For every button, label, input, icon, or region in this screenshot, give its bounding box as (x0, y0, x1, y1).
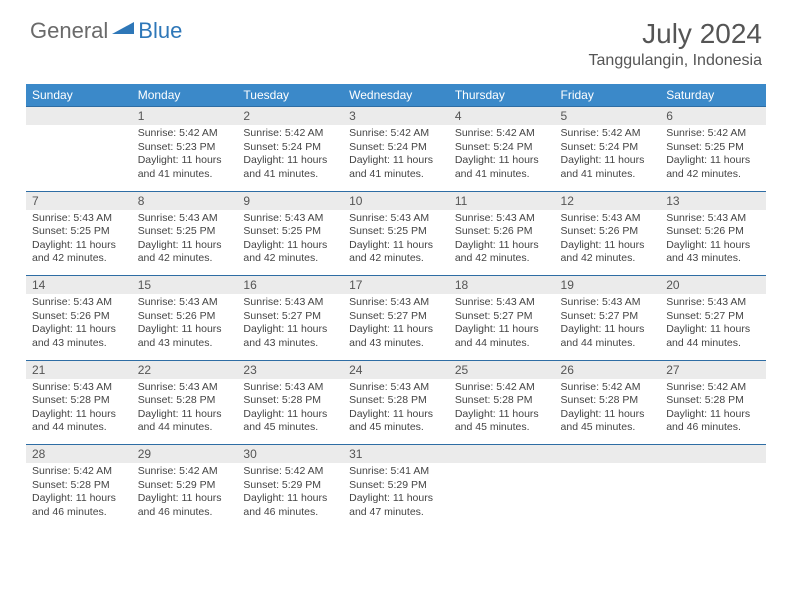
day-cell: Sunrise: 5:43 AMSunset: 5:27 PMDaylight:… (449, 294, 555, 360)
day-number: 27 (660, 360, 766, 379)
header: General Blue July 2024 Tanggulangin, Ind… (0, 0, 792, 78)
day-number: 8 (132, 191, 238, 210)
weekday-header-row: Sunday Monday Tuesday Wednesday Thursday… (26, 84, 766, 107)
day-number: 4 (449, 107, 555, 126)
day-cell: Sunrise: 5:42 AMSunset: 5:29 PMDaylight:… (132, 463, 238, 529)
day-number: 10 (343, 191, 449, 210)
weekday-header: Friday (555, 84, 661, 107)
day-number: 5 (555, 107, 661, 126)
day-number: 16 (237, 276, 343, 295)
day-cell: Sunrise: 5:42 AMSunset: 5:28 PMDaylight:… (449, 379, 555, 445)
day-number: 23 (237, 360, 343, 379)
logo-triangle-icon (112, 20, 134, 43)
day-number: 22 (132, 360, 238, 379)
day-cell (449, 463, 555, 529)
day-cell: Sunrise: 5:43 AMSunset: 5:28 PMDaylight:… (132, 379, 238, 445)
day-cell (26, 125, 132, 191)
day-number: 18 (449, 276, 555, 295)
day-number: 7 (26, 191, 132, 210)
weekday-header: Sunday (26, 84, 132, 107)
day-number-row: 28293031 (26, 445, 766, 464)
day-number: 25 (449, 360, 555, 379)
day-number: 11 (449, 191, 555, 210)
day-cell: Sunrise: 5:42 AMSunset: 5:28 PMDaylight:… (26, 463, 132, 529)
day-number-row: 123456 (26, 107, 766, 126)
day-number: 28 (26, 445, 132, 464)
day-cell: Sunrise: 5:42 AMSunset: 5:28 PMDaylight:… (660, 379, 766, 445)
day-cell: Sunrise: 5:43 AMSunset: 5:27 PMDaylight:… (555, 294, 661, 360)
day-number: 29 (132, 445, 238, 464)
day-number: 6 (660, 107, 766, 126)
day-number-row: 21222324252627 (26, 360, 766, 379)
day-cell: Sunrise: 5:43 AMSunset: 5:27 PMDaylight:… (237, 294, 343, 360)
day-number (26, 107, 132, 126)
day-number (449, 445, 555, 464)
day-cell: Sunrise: 5:43 AMSunset: 5:25 PMDaylight:… (237, 210, 343, 276)
day-cell (555, 463, 661, 529)
calendar-table: Sunday Monday Tuesday Wednesday Thursday… (26, 84, 766, 529)
day-number: 30 (237, 445, 343, 464)
day-cell: Sunrise: 5:43 AMSunset: 5:25 PMDaylight:… (343, 210, 449, 276)
day-number: 26 (555, 360, 661, 379)
day-cell: Sunrise: 5:43 AMSunset: 5:26 PMDaylight:… (449, 210, 555, 276)
logo-text-general: General (30, 18, 108, 44)
weekday-header: Tuesday (237, 84, 343, 107)
weekday-header: Monday (132, 84, 238, 107)
day-cell: Sunrise: 5:42 AMSunset: 5:28 PMDaylight:… (555, 379, 661, 445)
day-number: 20 (660, 276, 766, 295)
page-title: July 2024 (589, 18, 762, 50)
weekday-header: Saturday (660, 84, 766, 107)
day-cell: Sunrise: 5:42 AMSunset: 5:29 PMDaylight:… (237, 463, 343, 529)
day-number: 1 (132, 107, 238, 126)
title-block: July 2024 Tanggulangin, Indonesia (589, 18, 762, 70)
day-content-row: Sunrise: 5:43 AMSunset: 5:26 PMDaylight:… (26, 294, 766, 360)
day-number: 24 (343, 360, 449, 379)
day-cell: Sunrise: 5:43 AMSunset: 5:26 PMDaylight:… (555, 210, 661, 276)
day-cell: Sunrise: 5:43 AMSunset: 5:27 PMDaylight:… (660, 294, 766, 360)
day-number: 3 (343, 107, 449, 126)
day-content-row: Sunrise: 5:42 AMSunset: 5:28 PMDaylight:… (26, 463, 766, 529)
day-number (555, 445, 661, 464)
day-cell: Sunrise: 5:43 AMSunset: 5:25 PMDaylight:… (132, 210, 238, 276)
day-cell: Sunrise: 5:43 AMSunset: 5:26 PMDaylight:… (660, 210, 766, 276)
day-number-row: 78910111213 (26, 191, 766, 210)
day-cell: Sunrise: 5:43 AMSunset: 5:28 PMDaylight:… (237, 379, 343, 445)
day-number: 15 (132, 276, 238, 295)
weekday-header: Thursday (449, 84, 555, 107)
day-cell: Sunrise: 5:43 AMSunset: 5:26 PMDaylight:… (26, 294, 132, 360)
day-number: 31 (343, 445, 449, 464)
day-cell: Sunrise: 5:43 AMSunset: 5:28 PMDaylight:… (26, 379, 132, 445)
day-content-row: Sunrise: 5:43 AMSunset: 5:25 PMDaylight:… (26, 210, 766, 276)
day-number: 21 (26, 360, 132, 379)
day-number: 12 (555, 191, 661, 210)
day-cell: Sunrise: 5:41 AMSunset: 5:29 PMDaylight:… (343, 463, 449, 529)
day-cell: Sunrise: 5:43 AMSunset: 5:28 PMDaylight:… (343, 379, 449, 445)
weekday-header: Wednesday (343, 84, 449, 107)
day-number: 2 (237, 107, 343, 126)
day-number: 19 (555, 276, 661, 295)
day-number: 13 (660, 191, 766, 210)
day-content-row: Sunrise: 5:43 AMSunset: 5:28 PMDaylight:… (26, 379, 766, 445)
logo-text-blue: Blue (138, 18, 182, 44)
day-number: 17 (343, 276, 449, 295)
day-content-row: Sunrise: 5:42 AMSunset: 5:23 PMDaylight:… (26, 125, 766, 191)
day-number-row: 14151617181920 (26, 276, 766, 295)
day-number (660, 445, 766, 464)
logo: General Blue (30, 18, 182, 44)
day-cell: Sunrise: 5:42 AMSunset: 5:24 PMDaylight:… (555, 125, 661, 191)
day-cell: Sunrise: 5:43 AMSunset: 5:26 PMDaylight:… (132, 294, 238, 360)
day-cell: Sunrise: 5:43 AMSunset: 5:25 PMDaylight:… (26, 210, 132, 276)
day-cell: Sunrise: 5:42 AMSunset: 5:23 PMDaylight:… (132, 125, 238, 191)
day-number: 9 (237, 191, 343, 210)
day-cell: Sunrise: 5:42 AMSunset: 5:24 PMDaylight:… (237, 125, 343, 191)
day-cell: Sunrise: 5:43 AMSunset: 5:27 PMDaylight:… (343, 294, 449, 360)
day-cell: Sunrise: 5:42 AMSunset: 5:25 PMDaylight:… (660, 125, 766, 191)
day-number: 14 (26, 276, 132, 295)
location-label: Tanggulangin, Indonesia (589, 52, 762, 70)
day-cell (660, 463, 766, 529)
day-cell: Sunrise: 5:42 AMSunset: 5:24 PMDaylight:… (449, 125, 555, 191)
day-cell: Sunrise: 5:42 AMSunset: 5:24 PMDaylight:… (343, 125, 449, 191)
